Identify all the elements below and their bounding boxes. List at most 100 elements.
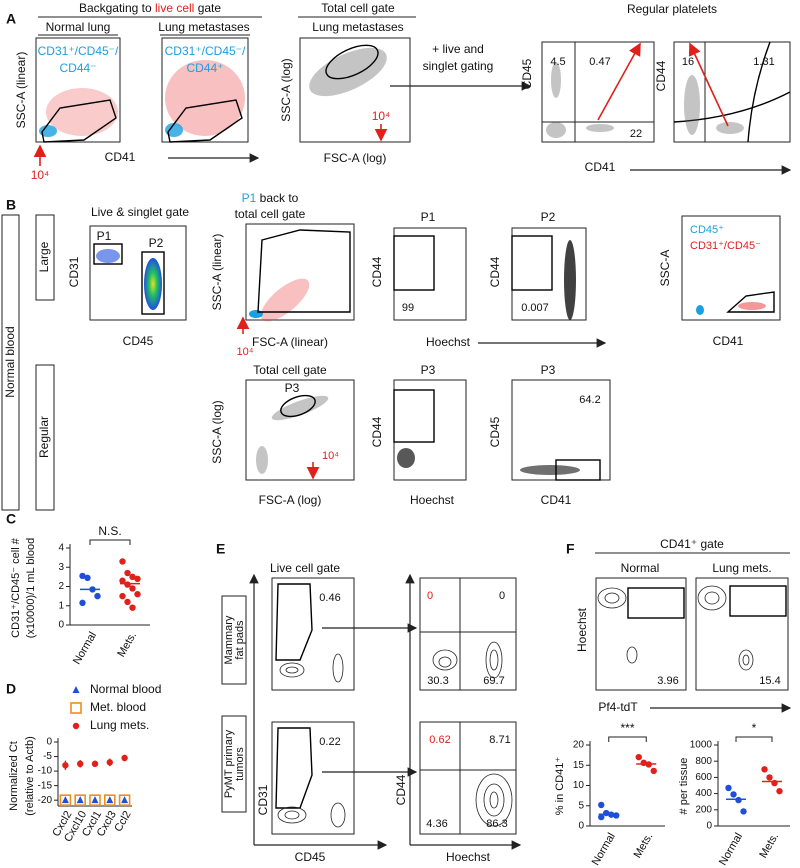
label: CD41 xyxy=(713,334,744,348)
label: SSC-A (linear) xyxy=(14,52,28,129)
cell-cloud xyxy=(284,810,300,820)
label: CD31 xyxy=(256,784,270,815)
label: 10⁴ xyxy=(31,168,50,182)
cell-cloud xyxy=(704,591,720,605)
cell-cloud xyxy=(697,585,727,611)
data-point xyxy=(650,767,657,775)
label: 10⁴ xyxy=(322,450,339,462)
data-point xyxy=(91,796,99,804)
y-tick-label: 10 xyxy=(573,780,585,791)
significance-bracket xyxy=(735,736,773,742)
label: CD44 xyxy=(488,256,502,287)
plot-frame xyxy=(695,577,789,691)
label: 0 xyxy=(427,590,433,602)
label: 0.46 xyxy=(319,592,340,604)
plot-frame xyxy=(541,41,655,143)
data-point xyxy=(79,572,86,580)
legend-label: Met. blood xyxy=(90,700,146,714)
label: CD44 xyxy=(370,256,384,287)
cell-cloud xyxy=(438,656,452,668)
legend-label: Lung mets. xyxy=(90,718,149,732)
label: Live & singlet gate xyxy=(91,205,189,219)
cell-cloud xyxy=(483,783,505,817)
y-axis-label: CD31⁺/CD45⁻ cell # xyxy=(10,537,22,638)
y-tick-label: 4 xyxy=(58,543,64,554)
x-tick-label: Normal xyxy=(590,831,618,868)
cell-cloud xyxy=(280,394,316,418)
label: P2 xyxy=(149,236,164,250)
label: CD45 xyxy=(295,850,326,864)
label: CD44 xyxy=(370,416,384,447)
label: P2 xyxy=(541,210,556,224)
data-point xyxy=(121,754,128,762)
label: Lung metastases xyxy=(312,20,403,34)
plot-frame xyxy=(555,459,601,481)
data-point xyxy=(613,812,620,819)
cell-cloud xyxy=(520,465,580,475)
y-axis-label: # per tissue xyxy=(678,758,690,815)
data-point xyxy=(598,813,605,821)
y-axis-label: % in CD41⁺ xyxy=(554,757,566,816)
label: PyMT primary xyxy=(223,729,235,798)
data-point xyxy=(121,796,129,804)
data-point xyxy=(129,604,136,611)
y-tick-label: -15 xyxy=(38,780,53,791)
cell-cloud xyxy=(325,44,379,80)
label: Mammary xyxy=(223,615,235,664)
label: CD41⁺ gate xyxy=(660,537,724,551)
y-tick-label: 20 xyxy=(573,740,585,751)
y-tick-label: 0 xyxy=(46,737,52,748)
cell-cloud xyxy=(546,122,566,138)
label: CD31⁺/CD45⁻ xyxy=(690,240,761,252)
label: 0.62 xyxy=(429,734,450,746)
plot-frame xyxy=(729,585,787,617)
label: Lung mets. xyxy=(712,561,771,575)
label: tumors xyxy=(234,747,246,781)
label: 69.7 xyxy=(483,675,504,687)
label: 0.47 xyxy=(589,56,610,68)
label: 22 xyxy=(630,128,642,140)
label: Hoechst xyxy=(575,607,589,652)
plot-frame xyxy=(627,587,685,619)
data-point xyxy=(79,599,86,607)
plot-frame xyxy=(93,243,123,265)
plot-frame xyxy=(393,389,435,443)
data-point xyxy=(119,592,126,600)
data-point xyxy=(761,766,768,773)
y-tick-label: 400 xyxy=(695,788,712,799)
label: SSC-A (linear) xyxy=(210,234,224,311)
label: 0.007 xyxy=(521,302,549,314)
data-point xyxy=(59,794,72,806)
cell-cloud xyxy=(716,122,744,134)
label: FSC-A (log) xyxy=(259,493,322,507)
cell-cloud xyxy=(738,302,766,310)
y-tick-label: 1000 xyxy=(690,740,713,751)
legend-marker xyxy=(72,686,80,693)
label: 1.31 xyxy=(753,56,774,68)
arrow-shape xyxy=(747,41,771,143)
label: Normal lung xyxy=(46,20,111,34)
cell-cloud xyxy=(684,75,700,135)
data-point xyxy=(106,796,114,804)
cell-cloud xyxy=(564,240,576,320)
gate xyxy=(41,99,117,143)
label: D xyxy=(6,681,16,697)
data-point xyxy=(129,573,136,581)
cell-cloud xyxy=(249,310,263,318)
data-point xyxy=(134,575,141,582)
y-tick-label: -10 xyxy=(38,766,53,777)
plot-frame xyxy=(419,577,517,691)
gate xyxy=(726,291,775,313)
data-point xyxy=(94,592,101,600)
label: 64.2 xyxy=(579,394,600,406)
guide-line xyxy=(597,42,641,121)
y-tick-label: 800 xyxy=(695,756,712,767)
y-tick-label: 0 xyxy=(706,821,712,832)
y-tick-label: 0 xyxy=(578,821,584,832)
cell-cloud xyxy=(96,249,120,263)
label: CD44 xyxy=(654,60,668,91)
data-point xyxy=(118,794,131,806)
label: 4.36 xyxy=(426,818,447,830)
label: SSC-A xyxy=(658,250,672,287)
data-point xyxy=(77,760,84,768)
